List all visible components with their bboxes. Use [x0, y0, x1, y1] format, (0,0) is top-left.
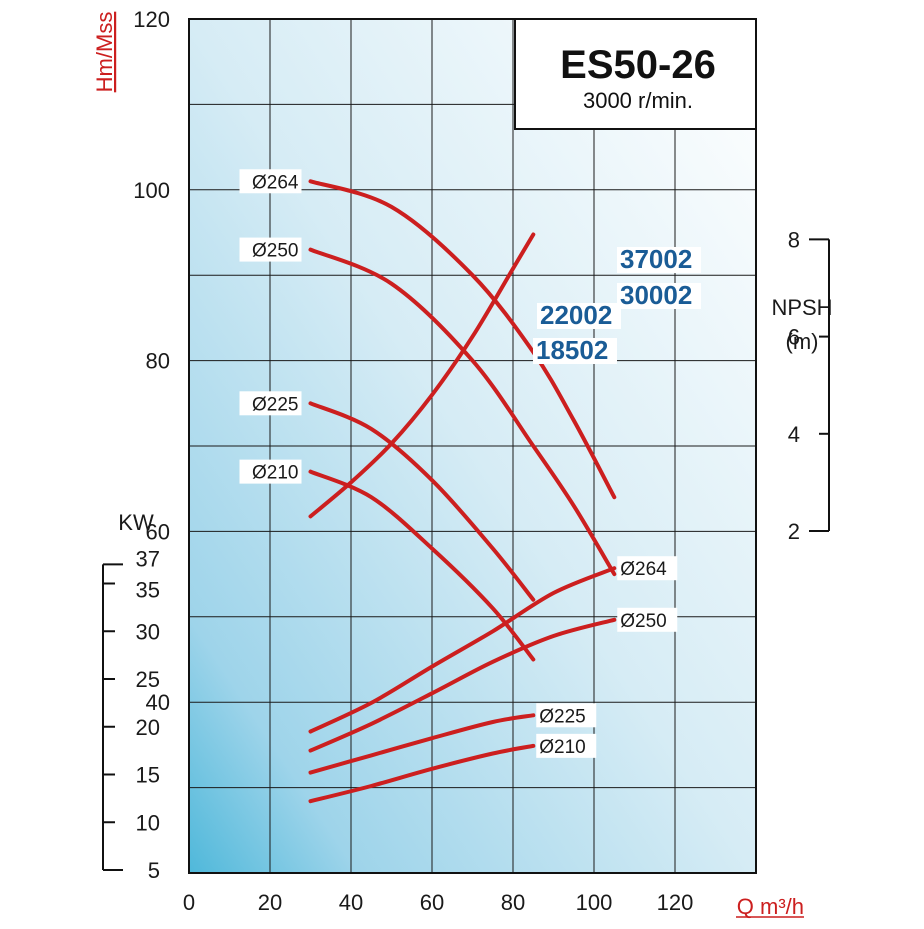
- power-curve-label: Ø250: [620, 611, 666, 632]
- power-curve-line: [308, 566, 617, 734]
- head-model-label: 37002: [620, 244, 692, 274]
- x-tick-label: 0: [183, 890, 195, 915]
- chart-title: ES50-26: [560, 43, 716, 87]
- head-tick-label: 80: [146, 349, 170, 374]
- x-tick-label: 100: [576, 890, 613, 915]
- head-curve-line: [308, 401, 536, 602]
- head-tick-label: 40: [146, 690, 170, 715]
- x-tick-label: 80: [501, 890, 525, 915]
- head-curve-label-bg: [239, 391, 302, 416]
- npsh-tick-label: 8: [788, 227, 800, 252]
- head-curve-label: Ø250: [252, 241, 298, 262]
- kw-tick-label: 30: [136, 619, 160, 644]
- npsh-axis-title: NPSH: [771, 295, 832, 320]
- npsh-tick-label: 2: [788, 519, 800, 544]
- power-curve-line: [308, 743, 536, 804]
- power-curve-label-bg: [617, 607, 678, 632]
- npsh-axis-unit: (m): [786, 329, 819, 354]
- power-curve-label: Ø264: [620, 559, 667, 580]
- x-tick-label: 60: [420, 890, 444, 915]
- head-curve-label: Ø225: [252, 394, 298, 415]
- chart-subtitle: 3000 r/min.: [583, 88, 693, 113]
- npsh-tick-label: 4: [788, 422, 800, 447]
- head-axis-title: Hm/Mss: [92, 12, 117, 93]
- head-tick-label: 60: [146, 519, 170, 544]
- head-model-label-bg: [537, 303, 621, 329]
- kw-tick-label: 10: [136, 810, 160, 835]
- axes: 0 20 40 60 80 100 1204060801001202468510152025…: [102, 7, 830, 915]
- curve-labels: Ø264 37002 Ø250 30002 Ø225 22002 Ø210 18502 Ø264…: [239, 169, 701, 758]
- head-model-label-bg: [617, 283, 701, 309]
- kw-tick-label: 25: [136, 667, 160, 692]
- head-tick-label: 100: [133, 178, 170, 203]
- curves: [308, 179, 617, 804]
- kw-tick-label: 15: [136, 763, 160, 788]
- head-model-label: 30002: [620, 280, 692, 310]
- head-curve-label: Ø264: [252, 172, 299, 193]
- head-curve-label-bg: [239, 237, 302, 262]
- kw-tick-label: 37: [136, 546, 160, 571]
- x-tick-label: 120: [657, 890, 694, 915]
- x-tick-label: 40: [339, 890, 363, 915]
- npsh-tick-label: 6: [788, 325, 800, 350]
- power-curve-line: [308, 617, 617, 753]
- head-model-label: 18502: [536, 335, 608, 365]
- head-tick-label: 120: [133, 7, 170, 32]
- head-model-label: 22002: [540, 300, 612, 330]
- power-curve-label-bg: [536, 703, 597, 728]
- kw-tick-label: 20: [136, 715, 160, 740]
- x-tick-label: 20: [258, 890, 282, 915]
- plot-frame: [188, 18, 757, 874]
- title-box: [514, 18, 757, 130]
- power-curve-line: [308, 713, 536, 775]
- head-curve-label-bg: [239, 169, 302, 194]
- power-curve-label-bg: [536, 733, 597, 758]
- x-axis-title: Q m³/h: [737, 894, 804, 919]
- head-curve-line: [308, 247, 617, 577]
- head-curve-label-bg: [239, 459, 302, 484]
- kw-axis-title: KW: [118, 510, 154, 535]
- power-curve-label-bg: [617, 556, 678, 581]
- head-curve-label: Ø210: [252, 463, 298, 484]
- power-curve-label: Ø225: [539, 706, 585, 727]
- head-model-label-bg: [617, 247, 701, 273]
- head-model-label-bg: [533, 338, 617, 364]
- npsh-curve-line: [308, 232, 536, 519]
- power-curve-label: Ø210: [539, 737, 585, 758]
- kw-tick-label: 35: [136, 578, 160, 603]
- kw-tick-label: 5: [148, 858, 160, 883]
- head-curve-line: [308, 179, 617, 500]
